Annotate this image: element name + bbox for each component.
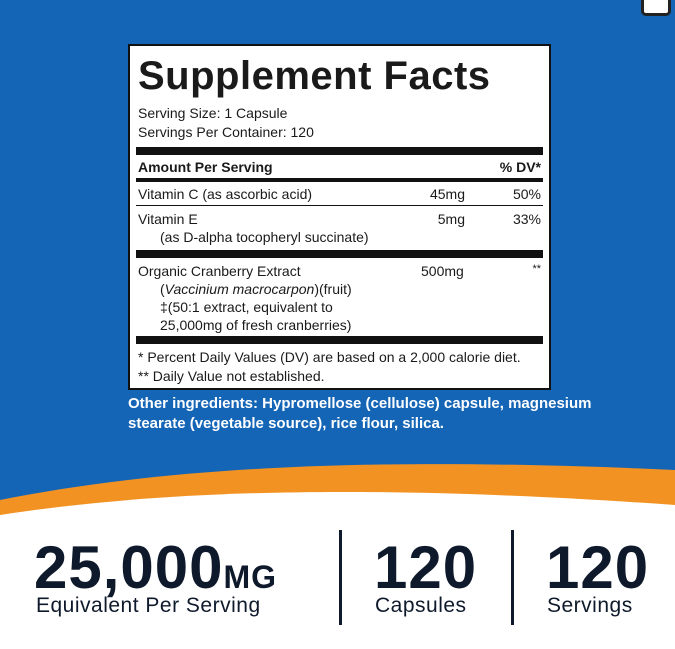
stat-number: 120 <box>546 534 650 601</box>
serving-size: Serving Size: 1 Capsule <box>138 105 288 121</box>
other-ingredients: stearate (vegetable source), rice flour,… <box>128 415 444 432</box>
medium-rule <box>136 178 543 182</box>
stat-number: 120 <box>374 534 478 601</box>
nutrient-detail: ‡(50:1 extract, equivalent to <box>160 299 333 315</box>
footnote: * Percent Daily Values (DV) are based on… <box>138 349 521 365</box>
footnote: ** Daily Value not established. <box>138 368 325 384</box>
nutrient-amount: 500mg <box>421 263 464 279</box>
nutrient-dv: 50% <box>512 186 541 202</box>
nutrient-dv: 33% <box>512 211 541 227</box>
species-close: )(fruit) <box>314 281 352 297</box>
stat-label: Capsules <box>375 594 467 617</box>
thick-rule <box>136 147 543 155</box>
species-open: ( <box>160 281 165 297</box>
nutrient-name: Organic Cranberry Extract <box>138 263 301 279</box>
stat-value: 25,000 <box>34 534 224 601</box>
stat-label: Equivalent Per Serving <box>36 594 261 617</box>
divider <box>511 530 514 625</box>
nutrient-species: (Vaccinium macrocarpon)(fruit) <box>160 282 352 296</box>
thick-rule <box>136 336 543 344</box>
dv-header: % DV* <box>499 159 541 175</box>
stat-number: 25,000MG <box>34 538 277 598</box>
amount-header: Amount Per Serving <box>138 159 273 175</box>
servings-per-container: Servings Per Container: 120 <box>138 124 314 140</box>
species-name: Vaccinium macrocarpon <box>164 281 315 297</box>
nutrient-dv: ** <box>532 263 541 275</box>
nutrient-amount: 5mg <box>437 211 465 227</box>
thin-rule <box>136 205 543 206</box>
stat-unit: MG <box>223 559 278 595</box>
nutrient-name: Vitamin C (as ascorbic acid) <box>138 186 313 202</box>
facts-panel <box>128 44 551 390</box>
nutrient-name: Vitamin E <box>138 211 198 227</box>
nutrient-detail: 25,000mg of fresh cranberries) <box>160 317 352 333</box>
nutrient-amount: 45mg <box>429 186 465 202</box>
nutrient-detail: (as D-alpha tocopheryl succinate) <box>160 229 369 245</box>
facts-title: Supplement Facts <box>138 54 491 98</box>
divider <box>339 530 342 625</box>
other-ingredients: Other ingredients: Hypromellose (cellulo… <box>128 395 592 412</box>
thick-rule <box>136 250 543 258</box>
stat-label: Servings <box>547 594 633 617</box>
white-band <box>0 491 675 649</box>
corner-icon <box>641 0 671 16</box>
